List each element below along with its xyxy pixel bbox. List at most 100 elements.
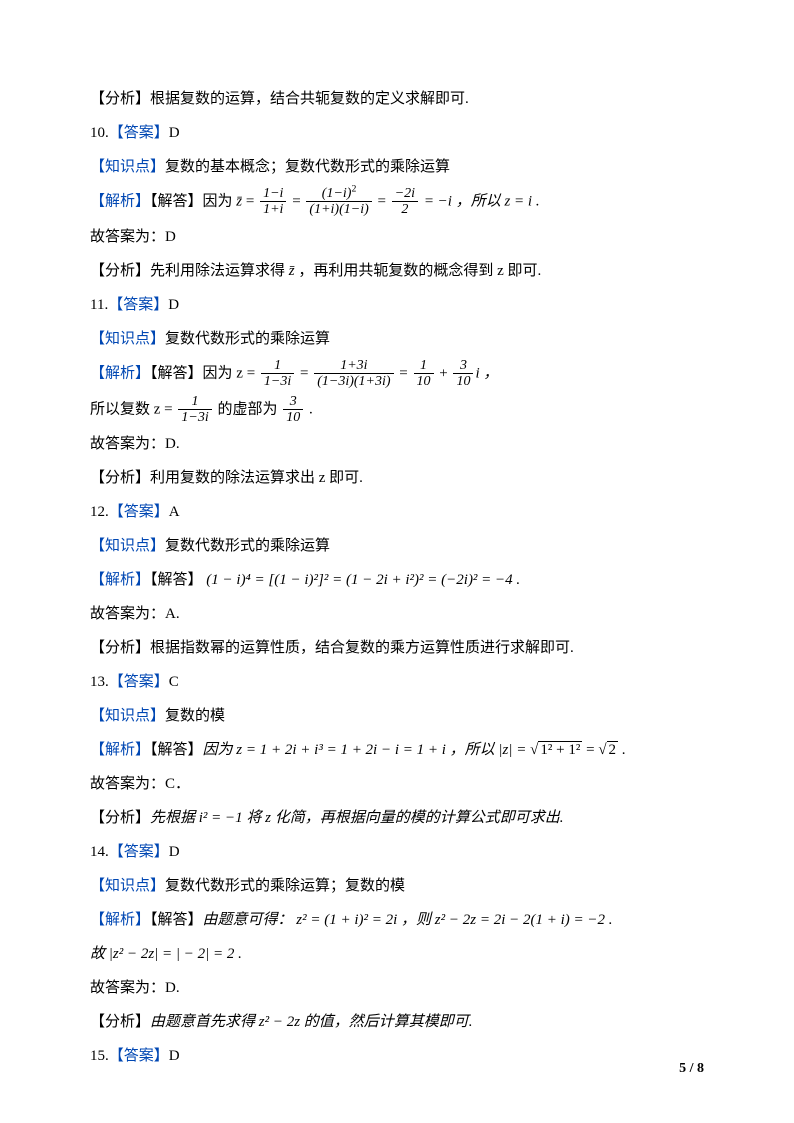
fraction: 1−i1+i (260, 186, 286, 218)
text: 故答案为：C． (90, 776, 190, 792)
text: 因为 z = (203, 365, 259, 381)
analysis-line: 【分析】根据复数的运算，结合共轭复数的定义求解即可. (90, 84, 704, 114)
tag-solve: 【解答】 (150, 572, 203, 588)
text: 复数的基本概念；复数代数形式的乘除运算 (165, 159, 450, 175)
analysis-line: 【分析】先根据 i² = −1 将 z 化简，再根据向量的模的计算公式即可求出. (90, 803, 704, 833)
text: 复数的模 (165, 708, 225, 724)
answer-letter: D (169, 125, 180, 141)
text: 根据复数的运算，结合共轭复数的定义求解即可. (150, 91, 469, 107)
text: 复数代数形式的乘除运算；复数的模 (165, 878, 405, 894)
tag-knowledge: 【知识点】 (90, 708, 165, 724)
text: 先根据 i² = −1 将 z 化简，再根据向量的模的计算公式即可求出. (150, 810, 564, 826)
tag-solve: 【解答】 (150, 912, 203, 928)
tag-answer: 【答案】 (109, 1048, 169, 1064)
tag-knowledge: 【知识点】 (90, 159, 165, 175)
fraction: 11−3i (261, 358, 294, 390)
eq: = (296, 365, 312, 381)
qnum: 12. (90, 504, 109, 520)
math-expr: (1 − i)⁴ = [(1 − i)²]² = (1 − 2i + i²)² … (203, 572, 521, 588)
text: 故答案为：D. (90, 436, 180, 452)
text: 故答案为：D. (90, 980, 180, 996)
fraction: 1+3i(1−3i)(1+3i) (314, 358, 393, 390)
tag-analysis: 【分析】 (90, 263, 150, 279)
text: 故答案为：D (90, 229, 176, 245)
eq: = (288, 193, 304, 209)
text: = −i ，所以 z = i . (420, 193, 540, 209)
imaginary-part-line: 所以复数 z = 11−3i 的虚部为 310 . (90, 394, 704, 426)
conclusion: 故答案为：D (90, 222, 704, 252)
qnum: 14. (90, 844, 109, 860)
tag-answer: 【答案】 (109, 125, 169, 141)
conclusion: 故答案为：D. (90, 973, 704, 1003)
explain-line: 【解析】【解答】因为 z = 11−3i = 1+3i(1−3i)(1+3i) … (90, 358, 704, 390)
tag-answer: 【答案】 (109, 674, 169, 690)
text: 故答案为：A. (90, 606, 180, 622)
explain-line: 【解析】【解答】因为 z̄ = 1−i1+i = (1−i)2(1+i)(1−i… (90, 186, 704, 218)
tag-explain: 【解析】 (90, 193, 150, 209)
page-number: 5 / 8 (679, 1055, 704, 1083)
conclusion: 故答案为：A. (90, 599, 704, 629)
text: 因为 z = 1 + 2i + i³ = 1 + 2i − i = 1 + i … (203, 742, 531, 758)
sqrt: 1² + 1² (530, 735, 582, 765)
qnum: 13. (90, 674, 109, 690)
analysis-line: 【分析】由题意首先求得 z² − 2z 的值，然后计算其模即可. (90, 1007, 704, 1037)
tag-analysis: 【分析】 (90, 470, 150, 486)
tag-solve: 【解答】 (150, 742, 203, 758)
analysis-line: 【分析】根据指数幂的运算性质，结合复数的乘方运算性质进行求解即可. (90, 633, 704, 663)
analysis-line: 【分析】先利用除法运算求得 z̄ ，再利用共轭复数的概念得到 z 即可. (90, 256, 704, 286)
conclusion: 故答案为：D. (90, 429, 704, 459)
tag-solve: 【解答】 (150, 193, 203, 209)
sqrt: 2 (598, 735, 618, 765)
knowledge-line: 【知识点】复数代数形式的乘除运算；复数的模 (90, 871, 704, 901)
eq: = (374, 193, 390, 209)
math-expr: 故 |z² − 2z| = | − 2| = 2 . (90, 946, 242, 962)
fraction: 11−3i (178, 394, 211, 426)
text: 所以复数 z = (90, 401, 176, 417)
text: 复数代数形式的乘除运算 (165, 331, 330, 347)
tag-knowledge: 【知识点】 (90, 331, 165, 347)
eq: = (582, 742, 598, 758)
answer-letter: C (169, 674, 179, 690)
answer-letter: A (169, 504, 180, 520)
text: . (618, 742, 626, 758)
knowledge-line: 【知识点】复数的基本概念；复数代数形式的乘除运算 (90, 152, 704, 182)
qnum: 11. (90, 297, 108, 313)
tag-answer: 【答案】 (108, 297, 168, 313)
explain-line: 【解析】【解答】由题意可得： z² = (1 + i)² = 2i ，则 z² … (90, 905, 704, 935)
fraction: 310 (283, 394, 303, 426)
answer-letter: D (168, 297, 179, 313)
tag-analysis: 【分析】 (90, 91, 150, 107)
text: 因为 (203, 193, 237, 209)
tag-solve: 【解答】 (150, 365, 203, 381)
text: 利用复数的除法运算求出 z 即可. (150, 470, 363, 486)
text: 根据指数幂的运算性质，结合复数的乘方运算性质进行求解即可. (150, 640, 574, 656)
tag-knowledge: 【知识点】 (90, 878, 165, 894)
text: 的虚部为 (214, 401, 282, 417)
answer-letter: D (169, 844, 180, 860)
explain-line: 【解析】【解答】 (1 − i)⁴ = [(1 − i)²]² = (1 − 2… (90, 565, 704, 595)
answer-letter: D (169, 1048, 180, 1064)
analysis-line: 【分析】利用复数的除法运算求出 z 即可. (90, 463, 704, 493)
tag-knowledge: 【知识点】 (90, 538, 165, 554)
eq: = (242, 193, 258, 209)
conclusion: 故答案为：C． (90, 769, 704, 799)
text: 复数代数形式的乘除运算 (165, 538, 330, 554)
tag-explain: 【解析】 (90, 742, 150, 758)
tag-explain: 【解析】 (90, 365, 150, 381)
qnum: 15. (90, 1048, 109, 1064)
tag-explain: 【解析】 (90, 572, 150, 588)
fraction: −2i2 (392, 186, 418, 218)
tag-analysis: 【分析】 (90, 1014, 150, 1030)
text: 由题意首先求得 z² − 2z 的值，然后计算其模即可. (150, 1014, 473, 1030)
eq: = (396, 365, 412, 381)
knowledge-line: 【知识点】复数代数形式的乘除运算 (90, 324, 704, 354)
answer-line-14: 14.【答案】D (90, 837, 704, 867)
knowledge-line: 【知识点】复数代数形式的乘除运算 (90, 531, 704, 561)
tag-analysis: 【分析】 (90, 640, 150, 656)
knowledge-line: 【知识点】复数的模 (90, 701, 704, 731)
tag-answer: 【答案】 (109, 504, 169, 520)
qnum: 10. (90, 125, 109, 141)
text: . (305, 401, 313, 417)
text: 先利用除法运算求得 (150, 263, 289, 279)
fraction: 310 (453, 358, 473, 390)
